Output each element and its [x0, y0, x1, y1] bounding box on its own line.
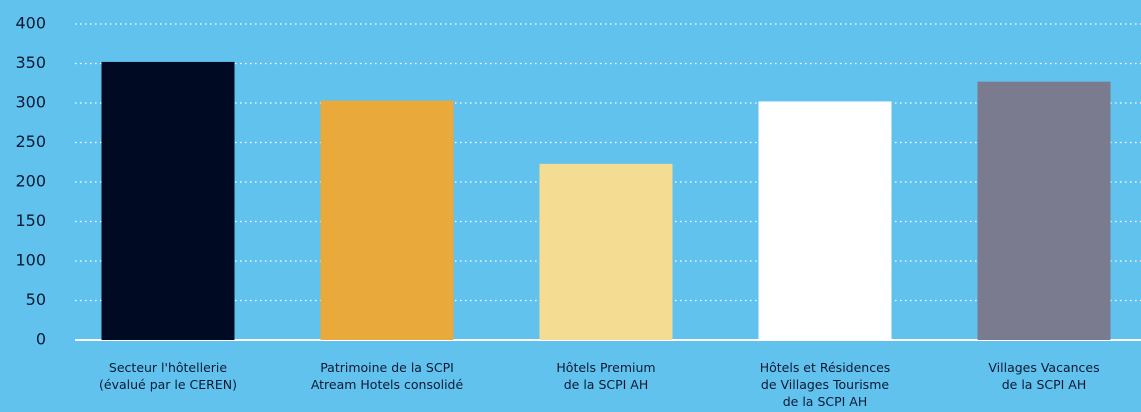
x-tick-label: Hôtels et Résidences de Villages Tourisme…: [760, 360, 891, 409]
x-tick-label-line: Secteur l'hôtellerie: [109, 360, 227, 375]
y-tick-label: 300: [15, 93, 46, 112]
x-tick-label: Hôtels Premium de la SCPI AH: [556, 360, 655, 392]
bar: [101, 61, 235, 341]
y-tick-label: 200: [15, 172, 46, 191]
bar: [977, 81, 1111, 341]
x-tick-label-line: de la SCPI AH: [1002, 377, 1087, 392]
x-tick-label-line: Hôtels et Résidences: [760, 360, 891, 375]
x-tick-label-line: de la SCPI AH: [783, 394, 868, 409]
x-tick-label: Secteur l'hôtellerie (évalué par le CEREN…: [99, 360, 237, 392]
y-tick-label: 350: [15, 53, 46, 72]
x-tick-label-line: de la SCPI AH: [564, 377, 649, 392]
y-tick-label: 150: [15, 211, 46, 230]
bar: [758, 101, 892, 340]
y-tick-label: 50: [26, 290, 46, 309]
x-tick-label-line: Villages Vacances: [988, 360, 1099, 375]
x-tick-label: Patrimoine de la SCPI Atream Hotels conso…: [311, 360, 464, 392]
x-tick-label-line: Atream Hotels consolidé: [311, 377, 464, 392]
y-tick-label: 100: [15, 251, 46, 270]
x-tick-label-line: Hôtels Premium: [556, 360, 655, 375]
bar: [539, 163, 673, 340]
y-tick-label: 0: [36, 330, 46, 349]
x-tick-label-line: de Villages Tourisme: [761, 377, 889, 392]
x-tick-label-line: Patrimoine de la SCPI: [320, 360, 454, 375]
bar: [320, 100, 454, 340]
y-tick-label: 400: [15, 14, 46, 33]
y-tick-label: 250: [15, 132, 46, 151]
x-tick-label-line: (évalué par le CEREN): [99, 377, 237, 392]
x-tick-label: Villages Vacances de la SCPI AH: [988, 360, 1099, 392]
